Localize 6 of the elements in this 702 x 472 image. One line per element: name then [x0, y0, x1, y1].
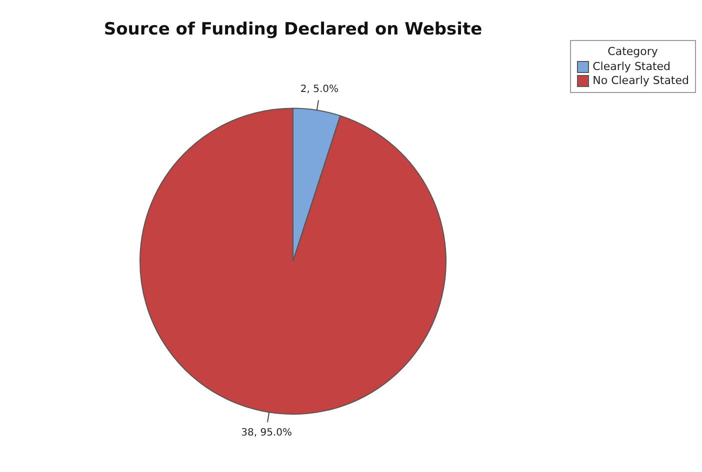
legend-label: No Clearly Stated [592, 74, 689, 88]
chart-title: Source of Funding Declared on Website [104, 20, 482, 40]
legend-title: Category [606, 45, 659, 58]
data-label: 38, 95.0% [241, 428, 292, 439]
data-label: 2, 5.0% [300, 84, 338, 95]
legend-label: Clearly Stated [592, 60, 671, 74]
